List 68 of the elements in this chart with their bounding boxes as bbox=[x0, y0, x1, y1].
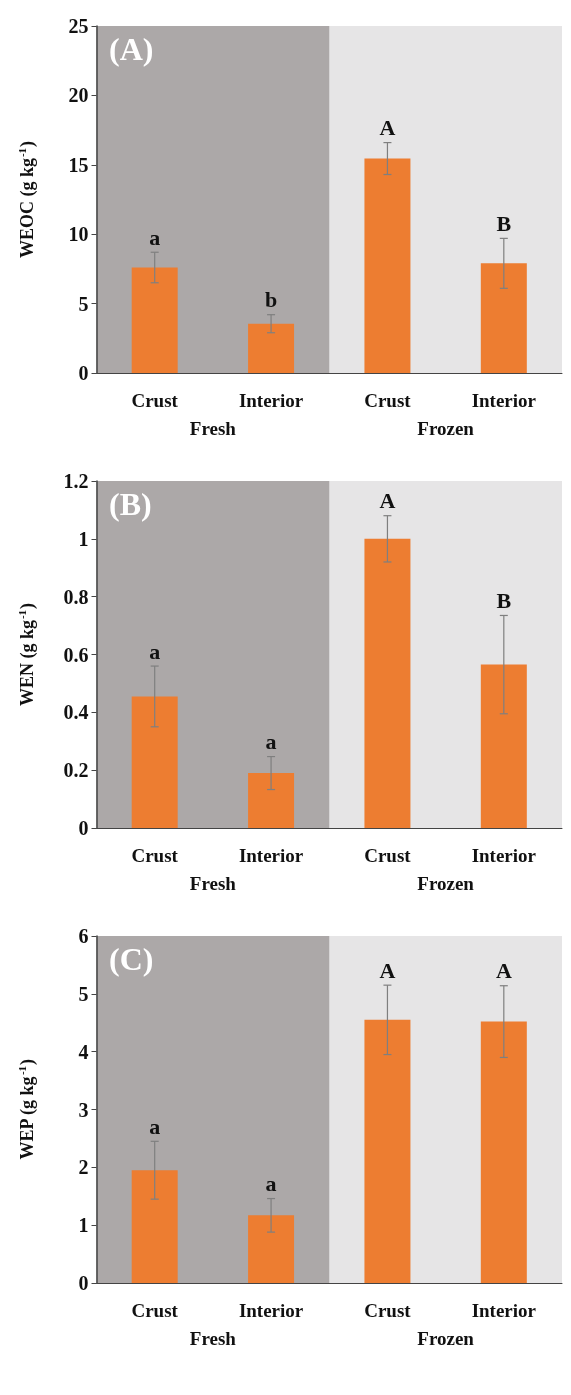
y-tick-label: 5 bbox=[78, 292, 89, 315]
bar bbox=[248, 1215, 295, 1283]
x-tick-label: Crust bbox=[364, 390, 412, 411]
y-axis-title: WEOC (g kg-1) bbox=[15, 140, 38, 259]
y-tick-label: 25 bbox=[68, 15, 89, 37]
bar bbox=[248, 773, 295, 828]
annotation: a bbox=[265, 729, 277, 755]
y-tick-label: 0 bbox=[78, 1272, 89, 1294]
x-tick-label: Crust bbox=[364, 845, 412, 866]
y-tick-label: 15 bbox=[68, 153, 89, 176]
band-label: Fresh bbox=[189, 1328, 237, 1349]
bar bbox=[364, 1019, 411, 1283]
y-tick-label: 0.6 bbox=[63, 643, 89, 666]
y-tick-label: 0.4 bbox=[63, 701, 89, 724]
annotation: B bbox=[496, 210, 512, 236]
annotation: A bbox=[379, 957, 396, 983]
chart-title: (B) bbox=[109, 486, 152, 522]
annotation: a bbox=[149, 224, 161, 250]
x-tick-label: Interior bbox=[238, 390, 304, 411]
x-tick-label: Crust bbox=[131, 390, 179, 411]
annotation: b bbox=[264, 287, 278, 313]
annotation: a bbox=[265, 1171, 277, 1197]
annotation: a bbox=[149, 638, 161, 664]
x-tick-label: Crust bbox=[131, 845, 179, 866]
x-tick-label: Crust bbox=[131, 1300, 179, 1321]
text: Frozen bbox=[417, 873, 475, 894]
bar bbox=[364, 158, 411, 373]
y-axis-title: WEP (g kg-1) bbox=[15, 1058, 38, 1160]
x-tick-label: Interior bbox=[471, 390, 537, 411]
bar bbox=[131, 267, 178, 373]
y-tick-label: 0 bbox=[78, 817, 89, 839]
annotation: a bbox=[149, 1113, 161, 1139]
bar bbox=[480, 664, 527, 828]
y-tick-label: 10 bbox=[68, 223, 89, 246]
y-tick-label: 5 bbox=[78, 982, 89, 1005]
text: Frozen bbox=[417, 1328, 475, 1349]
y-axis-title: WEN (g kg-1) bbox=[15, 602, 38, 707]
x-tick-label: Interior bbox=[471, 845, 537, 866]
y-tick-label: 0 bbox=[78, 362, 89, 384]
annotation: A bbox=[379, 115, 396, 141]
chart-title: (C) bbox=[109, 941, 154, 977]
text: Frozen bbox=[417, 418, 475, 439]
annotation: A bbox=[495, 958, 512, 984]
annotation: B bbox=[496, 587, 512, 613]
y-tick-label: 1 bbox=[78, 1214, 89, 1237]
x-tick-label: Interior bbox=[238, 845, 304, 866]
bar bbox=[131, 1170, 178, 1283]
y-tick-label: 20 bbox=[68, 84, 89, 107]
bar bbox=[248, 323, 295, 373]
x-tick-label: Crust bbox=[364, 1300, 412, 1321]
y-tick-label: 4 bbox=[78, 1040, 89, 1063]
annotation: A bbox=[379, 488, 396, 514]
y-tick-label: 0.8 bbox=[63, 585, 89, 608]
y-tick-label: 0.2 bbox=[63, 759, 89, 782]
y-tick-label: 1 bbox=[78, 527, 89, 550]
x-tick-label: Interior bbox=[238, 1300, 304, 1321]
x-tick-label: Interior bbox=[471, 1300, 537, 1321]
chart-title: (A) bbox=[109, 31, 154, 67]
bar bbox=[364, 538, 411, 828]
band-label: Fresh bbox=[189, 873, 237, 894]
bar bbox=[480, 1021, 527, 1283]
bar bbox=[480, 263, 527, 373]
y-tick-label: 2 bbox=[78, 1156, 89, 1179]
band-label: Fresh bbox=[189, 418, 237, 439]
bar bbox=[131, 696, 178, 828]
y-tick-label: 1.2 bbox=[63, 470, 89, 492]
y-tick-label: 6 bbox=[78, 925, 89, 947]
y-tick-label: 3 bbox=[78, 1098, 89, 1121]
